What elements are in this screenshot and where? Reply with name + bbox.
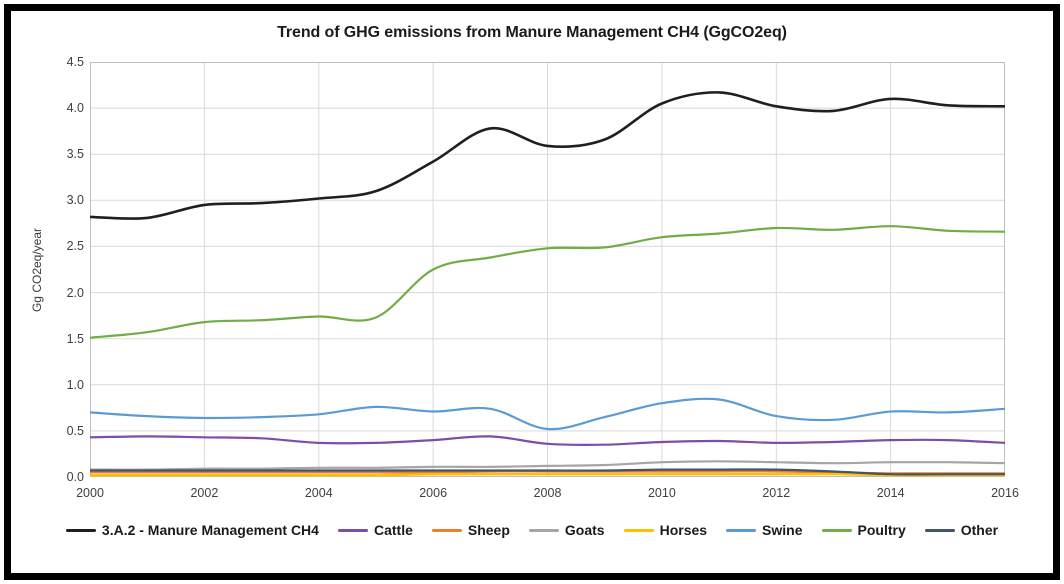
plot-wrap (90, 62, 1005, 477)
series-line-horses (90, 472, 1005, 477)
y-tick-label: 4.5 (66, 55, 84, 69)
series-line-goats (90, 460, 1005, 471)
x-tick-label: 2012 (762, 486, 791, 500)
y-tick-label: 1.5 (66, 331, 84, 346)
x-tick-label: 2016 (991, 486, 1019, 500)
legend-line-swatch (65, 528, 96, 532)
legend-item-poultry: Poultry (821, 522, 906, 538)
legend-item-other: Other (924, 522, 999, 538)
y-tick-label: 1.0 (66, 377, 84, 392)
legend-label: Cattle (373, 522, 413, 538)
y-tick-label: 3.5 (66, 147, 84, 162)
series-line-other (90, 468, 1005, 476)
x-tick-label: 2002 (190, 486, 219, 500)
plot-area (90, 62, 1005, 477)
plot-border (90, 62, 1005, 477)
legend-line-swatch (431, 528, 462, 532)
legend-line-swatch (726, 528, 757, 532)
y-tick-label: 2.5 (66, 239, 84, 254)
x-tick-label: 2008 (533, 486, 562, 500)
y-tick-label: 2.0 (66, 285, 84, 300)
legend-item-swine: Swine (726, 522, 803, 538)
legend-label: 3.A.2 - Manure Management CH4 (101, 522, 319, 538)
y-tick-label: 0.5 (66, 423, 84, 438)
series-line-swine (90, 397, 1005, 431)
legend-line-swatch (623, 528, 654, 532)
legend-label: Horses (659, 522, 708, 538)
x-tick-label: 2004 (304, 486, 333, 500)
legend-label: Other (960, 522, 999, 538)
legend-label: Swine (762, 522, 803, 538)
x-tick-label: 2000 (76, 486, 104, 500)
series-line-cattle (90, 435, 1005, 447)
legend-line-swatch (337, 528, 368, 532)
legend-line-swatch (821, 528, 852, 532)
legend-label: Poultry (857, 522, 906, 538)
grid-lines (90, 62, 1005, 477)
series-line-3-a-2-manure-management-ch4 (90, 91, 1005, 220)
x-tick-label: 2014 (876, 486, 905, 500)
series-line-poultry (90, 225, 1005, 339)
y-tick-label: 3.0 (66, 193, 84, 208)
legend-label: Sheep (467, 522, 510, 538)
legend-item-3-a-2-manure-management-ch4: 3.A.2 - Manure Management CH4 (65, 522, 319, 538)
legend-label: Goats (564, 522, 605, 538)
legend-line-swatch (528, 528, 559, 532)
y-tick-label: 4.0 (66, 101, 84, 116)
legend-item-sheep: Sheep (431, 522, 510, 538)
legend: 3.A.2 - Manure Management CH4 Cattle Sheep… (12, 516, 1052, 544)
chart-title: Trend of GHG emissions from Manure Manag… (277, 24, 787, 41)
x-tick-label: 2010 (647, 486, 676, 500)
x-tick-label: 2006 (419, 486, 448, 500)
legend-item-cattle: Cattle (337, 522, 413, 538)
legend-item-goats: Goats (528, 522, 605, 538)
legend-line-swatch (924, 528, 955, 532)
y-tick-label: 0.0 (66, 470, 84, 484)
legend-item-horses: Horses (623, 522, 708, 538)
